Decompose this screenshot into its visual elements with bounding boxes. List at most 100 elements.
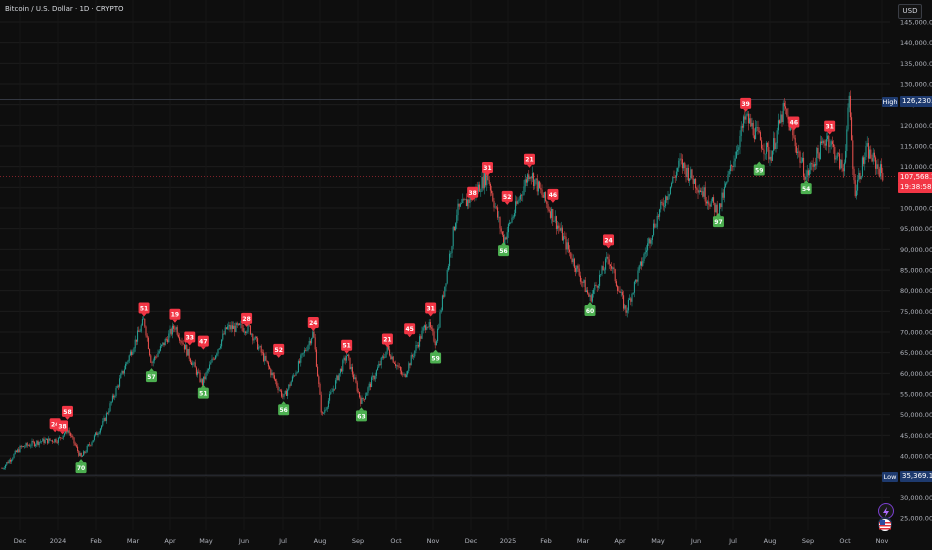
candle-body [152, 360, 154, 363]
candle-body [71, 435, 73, 437]
marker-pointer [187, 342, 193, 346]
price-tick-label: 65,000.00 [900, 349, 932, 357]
candle-body [771, 150, 773, 161]
candle-body [566, 242, 568, 250]
candle-body [246, 331, 248, 333]
candle-body [846, 129, 848, 151]
candle-body [43, 438, 45, 444]
candle-body [359, 392, 361, 398]
candle-body [560, 227, 562, 231]
candle-body [655, 226, 657, 228]
candle-body [720, 203, 722, 208]
candle-body [847, 107, 849, 130]
buy-signal-marker: 56 [278, 401, 290, 416]
candle-body [170, 328, 172, 335]
candle-body [211, 358, 213, 363]
candle-body [203, 376, 205, 386]
price-tick-label: 140,000.00 [900, 39, 932, 47]
candle-body [830, 141, 832, 146]
candle-body [284, 390, 286, 394]
candle-body [288, 384, 290, 390]
candle-body [831, 141, 833, 145]
candle-body [375, 370, 377, 376]
marker-pointer [791, 127, 797, 131]
time-tick-label: Sep [802, 537, 814, 545]
candle-body [213, 358, 215, 360]
candle-body [519, 194, 521, 200]
candle-body [829, 145, 831, 147]
candle-body [365, 395, 367, 400]
candle-body [86, 445, 88, 452]
candle-body [259, 346, 261, 347]
candle-body [578, 268, 580, 276]
currency-button[interactable]: USD [898, 4, 922, 19]
candle-body [593, 289, 595, 294]
candle-body [391, 356, 393, 360]
candle-body [417, 345, 419, 347]
candle-body [116, 385, 118, 388]
candle-body [488, 180, 490, 184]
candle-body [379, 363, 381, 365]
candle-body [641, 261, 643, 266]
candle-body [183, 344, 185, 350]
sell-signal-marker: 21 [523, 153, 535, 168]
candle-body [651, 235, 653, 241]
candle-body [225, 327, 227, 329]
candle-body [397, 365, 399, 367]
candle-body [858, 172, 860, 180]
candle-body [180, 340, 182, 342]
candle-body [873, 152, 875, 158]
candle-body [333, 388, 335, 390]
candle-body [623, 295, 625, 309]
candle-body [733, 161, 735, 168]
candle-body [849, 95, 851, 118]
candle-body [603, 269, 605, 271]
candle-body [323, 412, 325, 414]
candle-body [647, 243, 649, 251]
candlestick-series [1, 90, 884, 470]
marker-pointer [526, 164, 532, 168]
time-tick-label: May [199, 537, 213, 545]
candle-body [690, 169, 692, 179]
time-axis[interactable]: Dec 2024 Feb Mar Apr May Jun Jul Aug Sep Oct Nov Dec… [14, 537, 889, 545]
candle-body [434, 341, 436, 346]
us-flag-icon[interactable] [878, 517, 892, 531]
candle-body [240, 324, 242, 325]
candle-body [41, 441, 43, 443]
candle-body [761, 140, 763, 149]
candle-body [89, 444, 91, 446]
candle-body [827, 135, 829, 140]
candle-body [541, 189, 543, 195]
candle-body [91, 442, 93, 446]
candle-body [97, 433, 99, 436]
candle-body [649, 238, 651, 244]
candle-body [614, 269, 616, 282]
sell-signal-marker: 51 [138, 302, 150, 317]
candle-body [636, 279, 638, 282]
candle-body [437, 328, 439, 342]
candle-body [548, 209, 550, 212]
candle-body [841, 159, 843, 169]
candle-body [254, 336, 256, 340]
price-axis[interactable]: 145,000.00 140,000.00 135,000.00 130,000.00… [900, 19, 932, 523]
candle-body [854, 180, 856, 197]
candle-body [119, 378, 121, 387]
marker-label: 21 [383, 337, 391, 344]
candle-body [663, 206, 665, 207]
candle-body [777, 120, 779, 131]
candle-body [36, 440, 38, 445]
candle-body [569, 249, 571, 253]
candle-body [303, 350, 305, 353]
candle-body [750, 118, 752, 127]
candle-body [691, 169, 693, 179]
candle-body [128, 355, 130, 361]
candle-body [195, 367, 197, 375]
marker-pointer [310, 328, 316, 331]
marker-pointer [606, 245, 612, 249]
candle-body [122, 370, 124, 374]
candle-body [402, 374, 404, 375]
candle-body [1, 468, 3, 469]
candle-body [571, 258, 573, 263]
buy-signal-marker: 54 [800, 180, 812, 195]
